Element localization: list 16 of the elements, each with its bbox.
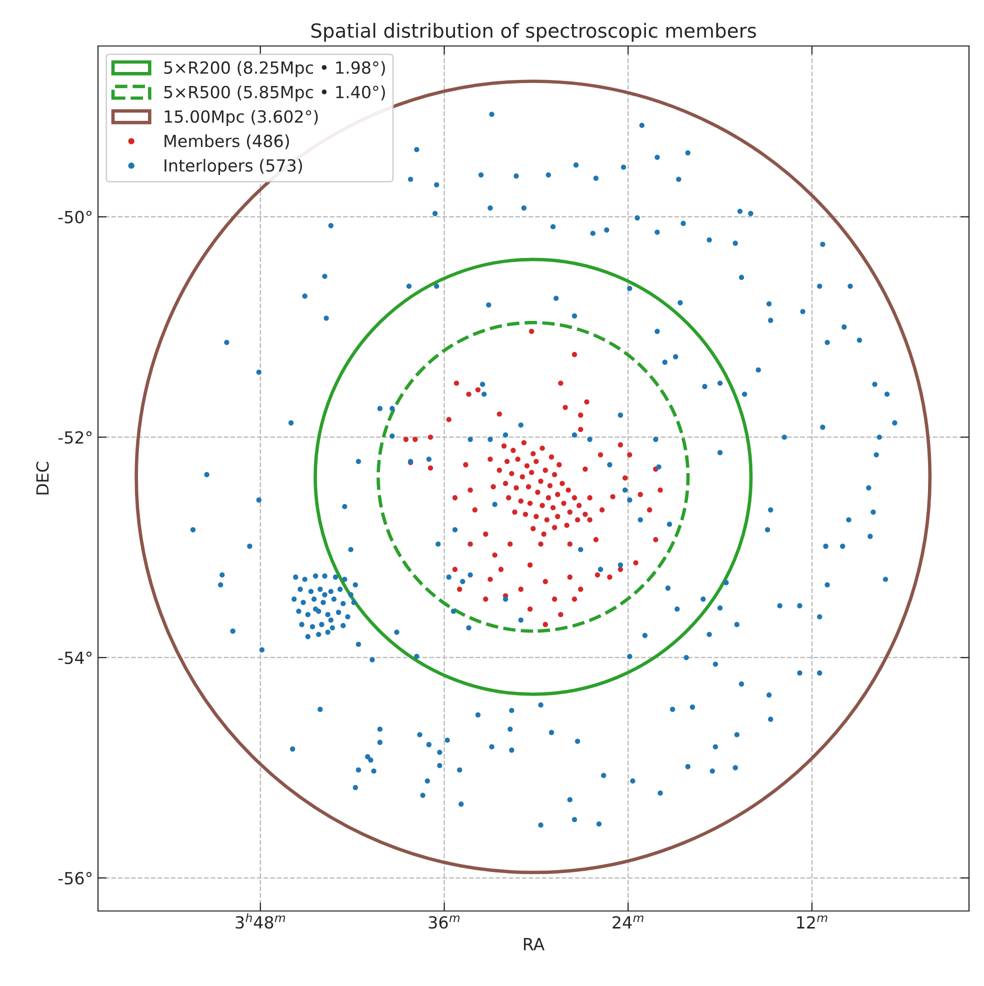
x-tick-label: 24$^{m}$ <box>612 916 644 928</box>
x-tick-label: 36$^{m}$ <box>428 916 460 929</box>
legend-label: Members (486) <box>164 134 289 150</box>
annotation: 5×R200 (8.25Mpc • 1.98°) <box>164 61 385 78</box>
annotation: 15.00Mpc (3.602°) <box>164 110 318 126</box>
annotation: 5×R500 (5.85Mpc • 1.40°) <box>164 85 385 102</box>
y-tick-label: -54° <box>58 652 92 664</box>
y-tick-label: -52° <box>58 431 92 444</box>
y-tick-label: -50° <box>58 210 92 224</box>
y-tick-label: -56° <box>58 872 92 885</box>
y-axis-title: DEC <box>36 462 49 494</box>
legend-label: Interlopers (573) <box>164 158 302 175</box>
x-tick-label: 3$^{h}$48$^{m}$ <box>236 913 286 929</box>
x-tick-label: 12$^{m}$ <box>797 916 828 928</box>
chart-title: Spatial distribution of spectroscopic members <box>311 22 756 42</box>
x-axis-title: RA <box>524 938 545 950</box>
